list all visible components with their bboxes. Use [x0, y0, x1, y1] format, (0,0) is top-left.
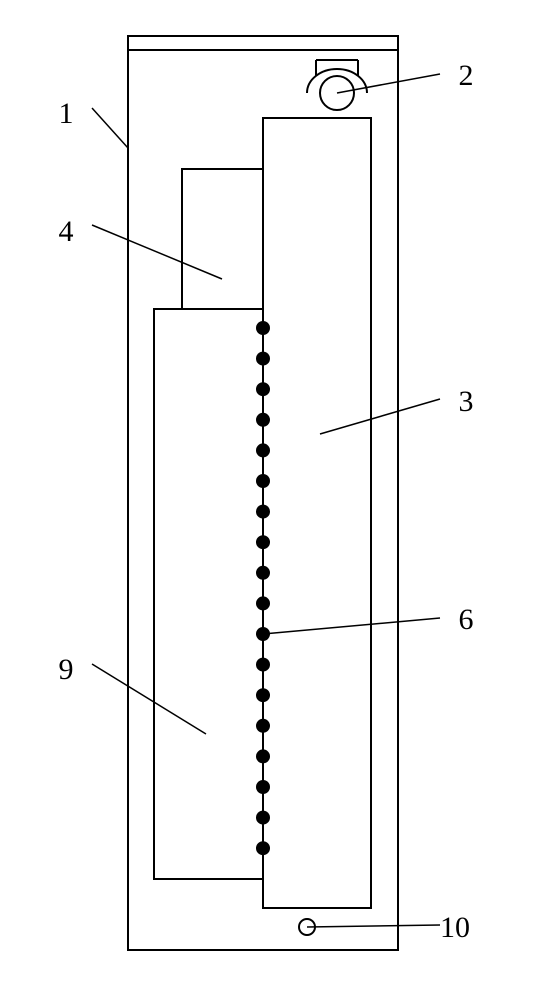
- leader-line-1: [92, 108, 128, 148]
- center-dot: [256, 352, 270, 366]
- center-dot: [256, 811, 270, 825]
- label-10: 10: [440, 911, 470, 944]
- left-upper-panel: [182, 169, 263, 309]
- center-dot: [256, 596, 270, 610]
- center-dot: [256, 413, 270, 427]
- center-dot: [256, 719, 270, 733]
- leader-line-6: [263, 618, 440, 634]
- center-dot: [256, 535, 270, 549]
- label-9: 9: [59, 653, 74, 686]
- leader-line-9: [92, 664, 206, 734]
- center-dot: [256, 749, 270, 763]
- center-dot: [256, 474, 270, 488]
- center-dot: [256, 688, 270, 702]
- leader-line-10: [307, 925, 440, 927]
- center-dot: [256, 321, 270, 335]
- right-panel: [263, 118, 371, 908]
- center-dot: [256, 780, 270, 794]
- center-dot: [256, 658, 270, 672]
- leader-line-2: [337, 74, 440, 93]
- center-dot: [256, 841, 270, 855]
- schematic-diagram: 2 1 4 3 6 9 10: [0, 0, 542, 1000]
- leader-line-3: [320, 399, 440, 434]
- label-2: 2: [459, 59, 474, 92]
- label-3: 3: [459, 385, 474, 418]
- label-1: 1: [59, 97, 74, 130]
- label-6: 6: [459, 603, 474, 636]
- label-4: 4: [59, 215, 74, 248]
- center-dot: [256, 505, 270, 519]
- leader-line-4: [92, 225, 222, 279]
- center-dot: [256, 566, 270, 580]
- left-lower-panel: [154, 309, 263, 879]
- center-dot: [256, 443, 270, 457]
- center-dot: [256, 382, 270, 396]
